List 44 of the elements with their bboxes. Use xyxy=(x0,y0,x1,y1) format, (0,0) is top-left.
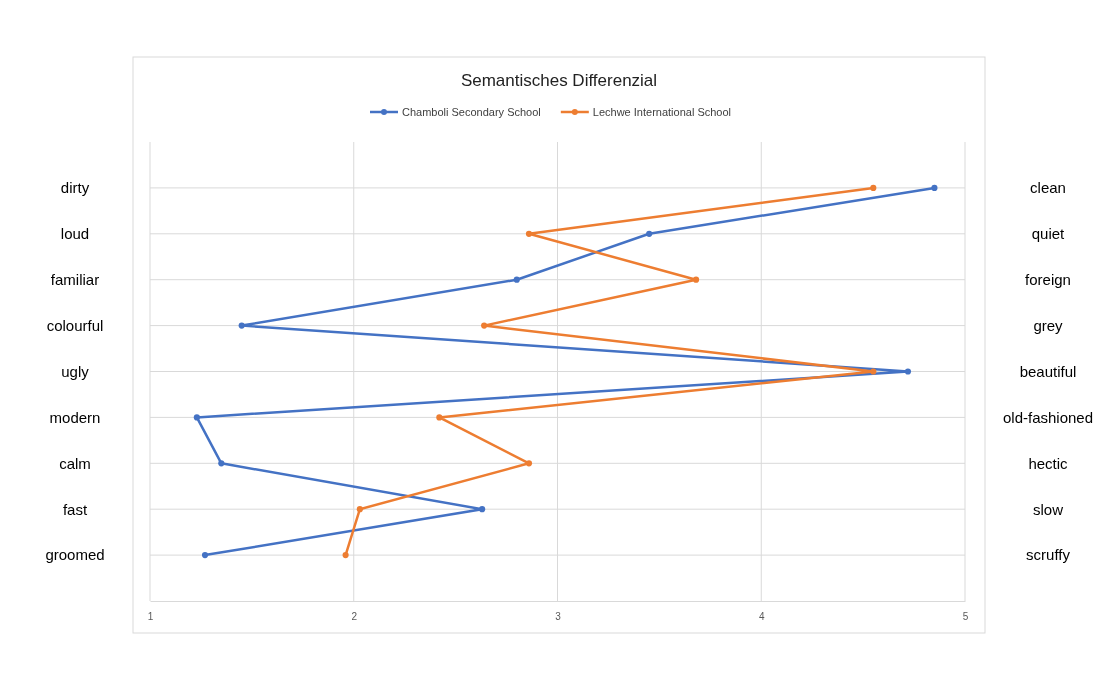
point xyxy=(479,506,486,513)
point xyxy=(525,230,533,237)
y-tick-label: familiar xyxy=(50,271,100,288)
point xyxy=(513,276,520,283)
y2-tick-label: slow xyxy=(1032,500,1064,518)
y2-tick-label: scruffy xyxy=(1026,546,1071,564)
point xyxy=(870,368,877,375)
y2-tick-label: beautiful xyxy=(1019,362,1077,380)
y-tick-label: dirty xyxy=(60,179,90,197)
x-tick-label: 4 xyxy=(758,611,765,623)
chart-title: Semantisches Differenzial xyxy=(460,71,658,90)
x-tick-label: 1 xyxy=(147,611,154,623)
y-tick-label: ugly xyxy=(61,362,90,380)
y-tick-label: calm xyxy=(59,454,91,472)
point xyxy=(481,322,488,329)
point xyxy=(904,368,912,375)
y-tick-label: modern xyxy=(49,408,101,426)
y2-tick-label: quiet xyxy=(1031,225,1066,243)
point xyxy=(870,184,877,191)
point xyxy=(218,460,225,467)
point xyxy=(525,460,533,467)
point xyxy=(356,506,363,513)
point xyxy=(646,230,653,237)
x-tick-label: 5 xyxy=(962,611,969,623)
point xyxy=(201,552,209,559)
legend-label: Lechwe International School xyxy=(592,106,732,118)
point xyxy=(193,414,200,421)
point xyxy=(342,552,349,559)
y2-tick-label: old-fashioned xyxy=(1002,408,1094,426)
point xyxy=(238,322,245,329)
x-tick-label: 3 xyxy=(555,611,562,623)
y2-tick-label: clean xyxy=(1030,179,1066,197)
point xyxy=(692,276,700,283)
y-tick-label: loud xyxy=(60,225,90,243)
point xyxy=(436,414,443,421)
y2-tick-label: grey xyxy=(1033,316,1064,334)
y-tick-label: colourful xyxy=(46,316,104,334)
legend-label: Chamboli Secondary School xyxy=(402,106,541,118)
y-tick-label: groomed xyxy=(45,546,105,564)
x-tick-label: 2 xyxy=(351,611,358,623)
point xyxy=(931,184,938,191)
y2-tick-label: hectic xyxy=(1028,454,1069,472)
y-tick-label: fast xyxy=(62,500,88,518)
y2-tick-label: foreign xyxy=(1025,271,1071,288)
